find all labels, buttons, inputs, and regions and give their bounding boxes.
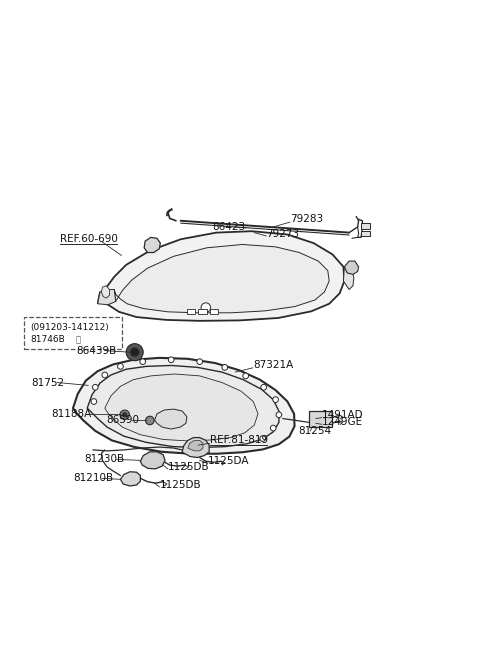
Text: 1125DB: 1125DB <box>159 480 201 490</box>
Circle shape <box>197 359 203 364</box>
Circle shape <box>168 357 174 363</box>
Text: (091203-141212): (091203-141212) <box>30 323 109 332</box>
Bar <box>309 411 332 427</box>
Text: 87321A: 87321A <box>253 360 293 371</box>
Polygon shape <box>120 472 140 486</box>
Text: 1491AD: 1491AD <box>322 410 363 420</box>
Text: 86590: 86590 <box>106 415 139 425</box>
Polygon shape <box>97 231 344 321</box>
Polygon shape <box>105 374 258 441</box>
Circle shape <box>145 416 154 424</box>
Text: 81752: 81752 <box>31 377 64 388</box>
Polygon shape <box>87 365 279 447</box>
Text: 79283: 79283 <box>290 214 323 224</box>
Polygon shape <box>114 244 329 313</box>
Polygon shape <box>101 286 109 298</box>
Circle shape <box>126 344 143 361</box>
Bar <box>187 309 195 314</box>
Text: 81254: 81254 <box>298 426 331 436</box>
Bar <box>210 309 218 314</box>
Text: ⚿: ⚿ <box>75 335 80 344</box>
Circle shape <box>243 373 249 379</box>
Circle shape <box>93 384 98 390</box>
Circle shape <box>260 436 265 441</box>
Text: 81188A: 81188A <box>51 409 91 419</box>
Circle shape <box>102 372 108 378</box>
Text: 86439B: 86439B <box>76 346 117 356</box>
Text: 81230B: 81230B <box>84 455 124 464</box>
Text: 79273: 79273 <box>266 229 299 238</box>
Polygon shape <box>182 438 209 457</box>
Polygon shape <box>144 237 160 253</box>
Circle shape <box>273 397 278 402</box>
Polygon shape <box>140 452 165 469</box>
Bar <box>361 231 370 236</box>
Circle shape <box>222 364 228 370</box>
Text: 1249GE: 1249GE <box>322 417 363 428</box>
Polygon shape <box>188 440 203 451</box>
Text: REF.60-690: REF.60-690 <box>60 234 118 244</box>
Circle shape <box>118 364 123 369</box>
Polygon shape <box>343 267 354 290</box>
Polygon shape <box>344 261 359 274</box>
Bar <box>361 223 370 229</box>
Text: REF.81-819: REF.81-819 <box>210 436 268 445</box>
Bar <box>198 309 207 314</box>
Circle shape <box>270 425 276 431</box>
Circle shape <box>276 412 282 418</box>
Polygon shape <box>73 358 295 454</box>
Text: 1125DB: 1125DB <box>168 462 209 472</box>
Circle shape <box>122 413 127 417</box>
Circle shape <box>201 303 211 312</box>
Circle shape <box>120 410 130 420</box>
Text: 81746B: 81746B <box>30 335 65 344</box>
Polygon shape <box>155 409 187 429</box>
Polygon shape <box>97 290 116 305</box>
Circle shape <box>91 399 96 404</box>
Circle shape <box>140 359 145 364</box>
Text: 81210B: 81210B <box>73 474 113 483</box>
FancyBboxPatch shape <box>24 317 122 349</box>
Circle shape <box>130 347 139 357</box>
Text: 86423: 86423 <box>213 222 246 232</box>
Circle shape <box>261 384 266 390</box>
Text: 1125DA: 1125DA <box>208 457 249 466</box>
